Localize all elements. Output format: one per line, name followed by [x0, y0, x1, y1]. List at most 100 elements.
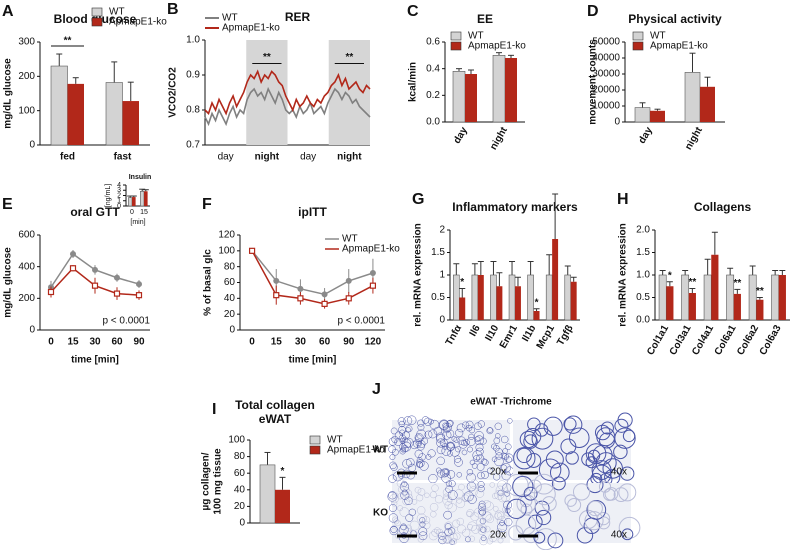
- y-tick-label: 400: [18, 261, 35, 272]
- x-tick-label: Il1b: [520, 323, 538, 343]
- adipocyte: [523, 434, 538, 449]
- adipocyte: [461, 492, 471, 502]
- adipocyte: [493, 437, 501, 444]
- adipocyte: [394, 519, 401, 527]
- bar: [492, 55, 506, 123]
- adipocyte: [482, 511, 493, 522]
- adipocyte: [407, 415, 417, 425]
- y-tick-label: 0: [229, 325, 235, 336]
- x-axis-label: time [min]: [289, 355, 337, 366]
- bar: [452, 71, 466, 123]
- adipocyte: [403, 489, 413, 499]
- marker: [321, 291, 328, 298]
- panel-letter: I: [212, 401, 216, 418]
- bar: [471, 274, 479, 321]
- adipocyte: [538, 458, 562, 481]
- x-tick-label: 90: [133, 337, 145, 348]
- bar: [508, 274, 516, 321]
- adipocyte: [480, 458, 488, 465]
- bar: [132, 197, 136, 206]
- adipocyte: [389, 526, 399, 536]
- chart-title: ipITT: [298, 205, 327, 219]
- bar: [771, 274, 780, 321]
- adipocyte: [446, 442, 455, 451]
- adipocyte: [599, 432, 616, 449]
- adipocyte: [461, 449, 468, 456]
- adipocyte: [497, 522, 508, 533]
- p-value: p < 0.0001: [102, 316, 150, 327]
- adipocyte: [417, 488, 426, 496]
- x-tick-label: 0: [130, 209, 134, 216]
- adipocyte: [444, 521, 454, 531]
- x-tick-label: Emr1: [498, 323, 520, 351]
- bar: [496, 286, 503, 320]
- y-tick-label: 0.0: [426, 117, 440, 128]
- adipocyte: [443, 510, 452, 520]
- adipocyte: [418, 527, 428, 536]
- adipocyte: [390, 463, 398, 471]
- adipocyte: [389, 461, 397, 470]
- adipocyte: [403, 437, 414, 448]
- y-tick-label: 100: [228, 435, 245, 446]
- adipocyte: [448, 480, 456, 488]
- y-tick-label: 200: [18, 71, 35, 82]
- x-tick-label: 120: [365, 337, 382, 348]
- chart-title: oral GTT: [70, 205, 120, 219]
- x-tick-label: Il6: [468, 323, 483, 339]
- chart-title: Physical activity: [628, 12, 722, 26]
- adipocyte: [474, 435, 485, 446]
- y-tick-label: 0.8: [186, 105, 200, 116]
- bar: [259, 464, 276, 524]
- adipocyte: [423, 417, 432, 426]
- panel-letter: J: [372, 381, 381, 398]
- adipocyte: [452, 519, 461, 528]
- adipocyte: [565, 451, 579, 465]
- y-tick-label: 1.5: [431, 247, 445, 258]
- x-tick-label: night: [255, 152, 280, 163]
- adipocyte: [613, 487, 629, 503]
- x-tick-label: 0: [249, 337, 255, 348]
- y-tick-label: 80: [224, 261, 236, 272]
- adipocyte: [429, 491, 437, 499]
- adipocyte: [405, 524, 412, 532]
- chart-title: Inflammatory markers: [452, 200, 578, 214]
- y-tick-label: 1: [439, 270, 445, 281]
- adipocyte: [416, 494, 424, 502]
- adipocyte: [494, 510, 504, 520]
- adipocyte: [495, 448, 503, 456]
- y-tick-label: 2: [117, 192, 121, 199]
- adipocyte: [581, 452, 596, 467]
- adipocyte: [427, 449, 436, 458]
- adipocyte: [433, 527, 441, 534]
- adipocyte: [498, 493, 507, 503]
- y-tick-label: 0.4: [426, 63, 440, 74]
- adipocyte: [415, 440, 422, 447]
- adipocyte: [421, 416, 430, 424]
- adipocyte: [494, 422, 502, 430]
- adipocyte: [431, 528, 440, 537]
- marker: [92, 266, 98, 273]
- bar: [453, 274, 460, 321]
- y-axis-label: mg/dL glucose: [3, 58, 14, 129]
- adipocyte: [477, 485, 485, 493]
- legend-swatch: [450, 31, 462, 41]
- adipocyte: [400, 446, 406, 453]
- adipocyte: [397, 486, 405, 493]
- adipocyte: [502, 506, 509, 513]
- adipocyte: [484, 501, 494, 511]
- marker: [369, 270, 376, 276]
- adipocyte: [458, 483, 465, 491]
- bar: [275, 489, 290, 523]
- y-tick-label: 120: [218, 230, 235, 241]
- panel-letter: H: [617, 191, 629, 208]
- adipocyte: [500, 492, 511, 502]
- magnification: 20x: [490, 467, 506, 478]
- y-tick-label: 50000: [592, 37, 620, 48]
- bar: [733, 293, 741, 320]
- bar: [527, 274, 534, 321]
- x-tick-label: 0: [48, 337, 54, 348]
- p-value: p < 0.0001: [337, 316, 385, 327]
- adipocyte: [476, 524, 483, 531]
- bar: [756, 299, 764, 320]
- bar: [688, 293, 696, 320]
